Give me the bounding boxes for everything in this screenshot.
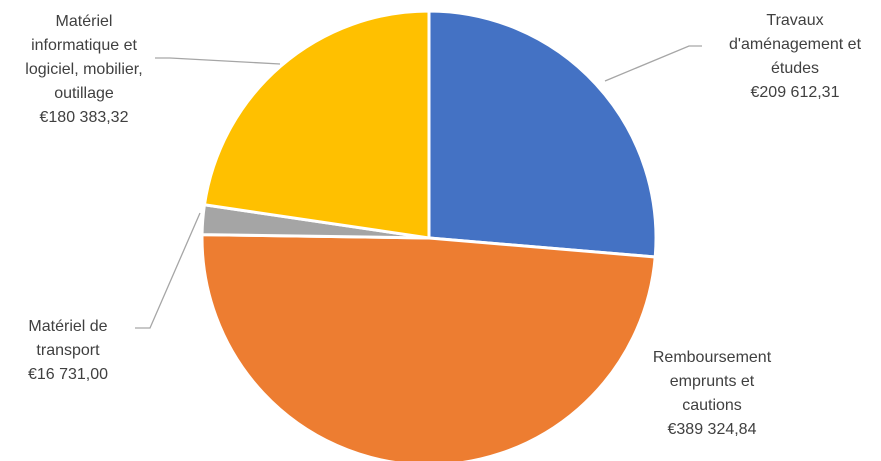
label-travaux-d-amenagement-et-etudes-value: €209 612,31 [751,84,840,101]
leader-line-materiel-informatique-et-logiciel-mobilier-outillage [155,57,281,65]
label-travaux-d-amenagement-et-etudes-line-2: d'aménagement et [729,36,862,53]
leader-line-travaux-d-amenagement-et-etudes [604,45,702,82]
label-travaux-d-amenagement-et-etudes-line-1: Travaux [766,12,823,29]
pie-slice-materiel-informatique-et-logiciel-mobilier-outillage [202,9,431,240]
label-remboursement-emprunts-et-cautions-line-1: Remboursement [653,349,772,366]
label-materiel-de-transport-line-1: Matériel de [28,318,107,335]
leader-lines [135,45,702,329]
label-materiel-informatique-et-logiciel-mobilier-outillage-line-2: informatique et [31,37,137,54]
label-materiel-de-transport-value: €16 731,00 [28,366,108,383]
leader-line-materiel-de-transport [135,212,201,329]
label-remboursement-emprunts-et-cautions-value: €389 324,84 [668,421,757,438]
label-remboursement-emprunts-et-cautions-line-2: emprunts et [670,373,755,390]
label-materiel-informatique-et-logiciel-mobilier-outillage-line-4: outillage [54,85,114,102]
pie-slice-travaux-d-amenagement-et-etudes [427,9,658,259]
pie-slice-remboursement-emprunts-et-cautions [200,233,657,461]
label-materiel-de-transport-line-2: transport [36,342,100,359]
label-remboursement-emprunts-et-cautions-line-3: cautions [682,397,742,414]
data-labels: Travaux d'aménagement et études €209 612,31… [25,12,861,438]
label-materiel-informatique-et-logiciel-mobilier-outillage-line-1: Matériel [56,13,113,30]
pie-slices [200,9,658,461]
label-materiel-informatique-et-logiciel-mobilier-outillage-value: €180 383,32 [40,109,129,126]
label-materiel-informatique-et-logiciel-mobilier-outillage-line-3: logiciel, mobilier, [25,61,142,78]
label-travaux-d-amenagement-et-etudes-line-3: études [771,60,819,77]
